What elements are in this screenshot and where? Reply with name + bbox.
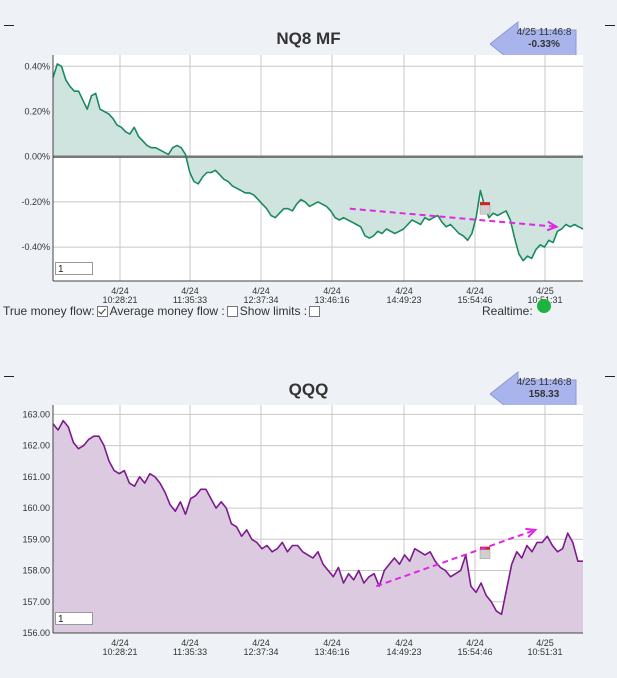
panel-minimize-right[interactable] [605,376,615,377]
true-mf-label: True money flow: [3,304,95,318]
x-tick-date: 4/24 [111,638,129,648]
mf-area-chart: 0.40%0.20%0.00%-0.20%-0.40%4/2410:28:214… [21,55,584,305]
x-tick-date: 4/24 [252,286,270,296]
y-tick-label: 0.00% [24,152,50,162]
y-tick-label: 156.00 [22,628,50,638]
x-tick-date: 4/24 [111,286,129,296]
chart-title: NQ8 MF [276,29,341,48]
x-tick-date: 4/24 [323,638,341,648]
x-tick-time: 11:35:33 [173,295,207,305]
series-area [53,64,583,261]
y-tick-label: 0.20% [24,107,50,117]
series-area [53,420,583,633]
period-input[interactable]: 1 [55,612,93,625]
trend-arrow-head [546,220,559,232]
show-limits-checkbox[interactable] [309,306,321,318]
x-tick-date: 4/24 [181,286,199,296]
mf-chart-panel: NQ8 MF 4/25 11:46:8 -0.33% 0.40% 0.20% 0.0… [0,0,617,340]
x-tick-time: 12:37:34 [243,295,278,305]
x-tick-date: 4/24 [252,638,270,648]
y-tick-label: 157.00 [22,597,50,607]
badge-value: 158.33 [528,389,560,400]
marker-box [479,203,491,215]
chart-controls: True money flow: Average money flow : Show… [3,304,322,318]
x-tick-time: 15:54:46 [457,295,492,305]
y-tick-label: 160.00 [22,503,50,513]
marker-flag [480,202,490,206]
y-tick-label: -0.40% [21,242,50,252]
x-tick-time: 10:28:21 [102,295,137,305]
x-tick-time: 11:35:33 [173,647,207,657]
x-tick-date: 4/24 [466,638,484,648]
badge-value: -0.33% [528,39,560,50]
x-tick-time: 12:37:34 [243,647,278,657]
y-tick-label: 163.00 [22,409,50,419]
chart-title: QQQ [288,380,329,399]
x-tick-time: 10:28:21 [102,647,137,657]
panel-minimize-left[interactable] [4,25,14,26]
x-tick-time: 14:49:23 [386,647,421,657]
y-tick-label: 159.00 [22,534,50,544]
show-limits-label: Show limits : [239,304,308,318]
avg-mf-label: Average money flow : [109,304,225,318]
badge-time: 4/25 11:46:8 [516,377,572,388]
x-tick-time: 13:46:16 [314,295,349,305]
qqq-area-chart: 163.00 162.00 161.00 160.00 159.00 158.00 157.… [22,405,583,657]
y-tick-label: 162.00 [22,441,50,451]
marker-box [479,548,491,559]
x-tick-date: 4/25 [536,286,554,296]
qqq-chart-panel: QQQ 4/25 11:46:8 158.33 163.00 162.00 161.… [0,340,617,678]
series-line [52,63,584,262]
y-tick-label: 158.00 [22,566,50,576]
trend-arrow-line [349,207,557,228]
series-line [52,419,583,616]
period-input[interactable]: 1 [55,262,93,275]
x-tick-date: 4/24 [323,286,341,296]
x-tick-date: 4/24 [395,286,413,296]
y-tick-label: 0.40% [24,61,50,71]
x-tick-date: 4/24 [181,638,199,648]
realtime-label: Realtime: [482,304,533,318]
x-tick-time: 10:51:31 [527,647,562,657]
panel-minimize-left[interactable] [4,376,14,377]
y-tick-label: -0.20% [21,197,50,207]
y-tick-label: 161.00 [22,472,50,482]
trend-arrow-head [525,527,538,538]
x-tick-time: 14:49:23 [386,295,421,305]
avg-mf-checkbox[interactable] [226,306,238,318]
x-tick-time: 15:54:46 [457,647,492,657]
x-tick-date: 4/25 [536,638,554,648]
x-tick-date: 4/24 [395,638,413,648]
panel-minimize-right[interactable] [605,25,615,26]
x-tick-date: 4/24 [466,286,484,296]
x-tick-time: 13:46:16 [314,647,349,657]
realtime-indicator[interactable] [537,299,551,313]
badge-time: 4/25 11:46:8 [516,27,572,38]
trend-arrow-line [375,528,536,588]
true-mf-checkbox[interactable] [96,306,108,318]
